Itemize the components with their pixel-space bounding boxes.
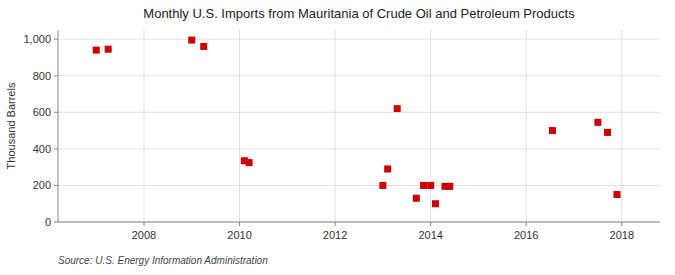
x-grid-line [335, 30, 336, 222]
points [93, 37, 621, 208]
point [432, 200, 439, 207]
y-tick [54, 112, 58, 113]
y-grid-line [58, 112, 660, 113]
x-grid-line [526, 30, 527, 222]
point [379, 182, 386, 189]
x-tick [239, 222, 240, 226]
point [246, 159, 253, 166]
x-tick [526, 222, 527, 226]
tick-labels: 0 200 400 600 800 1,000 2008 2010 2012 2014 2016 20… [23, 33, 634, 241]
y-tick-label: 600 [33, 106, 51, 118]
y-tick [54, 185, 58, 186]
y-axis-line [58, 30, 59, 222]
x-tick [144, 222, 145, 226]
chart-svg: 0 200 400 600 800 1,000 2008 2010 2012 2014 2016 20… [0, 0, 675, 275]
point [93, 47, 100, 54]
x-tick-label: 2014 [418, 229, 442, 241]
y-tick [54, 222, 58, 223]
chart-container: 0 200 400 600 800 1,000 2008 2010 2012 2014 2016 20… [0, 0, 675, 275]
y-grid-line [58, 222, 660, 223]
x-tick [621, 222, 622, 226]
grid [58, 30, 660, 222]
x-axis-line [58, 222, 660, 223]
y-grid-line [58, 39, 660, 40]
y-tick-label: 400 [33, 143, 51, 155]
title: Monthly U.S. Imports from Mauritania of … [143, 6, 575, 21]
point [549, 127, 556, 134]
point [394, 105, 401, 112]
y-tick [54, 148, 58, 149]
y-tick [54, 75, 58, 76]
y-tick-label: 0 [45, 216, 51, 228]
x-tick-label: 2008 [132, 229, 156, 241]
point [384, 165, 391, 172]
y-tick-label: 1,000 [23, 33, 51, 45]
y-grid-line [58, 148, 660, 149]
point [188, 37, 195, 44]
x-tick [335, 222, 336, 226]
x-tick-label: 2018 [610, 229, 634, 241]
y-axis-label: Thousand Barrels [5, 82, 17, 169]
x-tick-label: 2012 [323, 229, 347, 241]
x-grid-line [144, 30, 145, 222]
point [413, 195, 420, 202]
x-tick-label: 2010 [227, 229, 251, 241]
x-grid-line [239, 30, 240, 222]
point [446, 183, 453, 190]
x-grid-line [621, 30, 622, 222]
x-tick [430, 222, 431, 226]
point [200, 43, 207, 50]
y-tick [54, 39, 58, 40]
point [105, 46, 112, 53]
x-tick-label: 2016 [514, 229, 538, 241]
y-grid-line [58, 75, 660, 76]
point [427, 182, 434, 189]
point [614, 191, 621, 198]
y-tick-label: 200 [33, 179, 51, 191]
y-tick-label: 800 [33, 70, 51, 82]
source-note: Source: U.S. Energy Information Administ… [58, 255, 268, 266]
x-grid-line [430, 30, 431, 222]
y-grid-line [58, 185, 660, 186]
point [420, 182, 427, 189]
point [604, 129, 611, 136]
point [594, 119, 601, 126]
